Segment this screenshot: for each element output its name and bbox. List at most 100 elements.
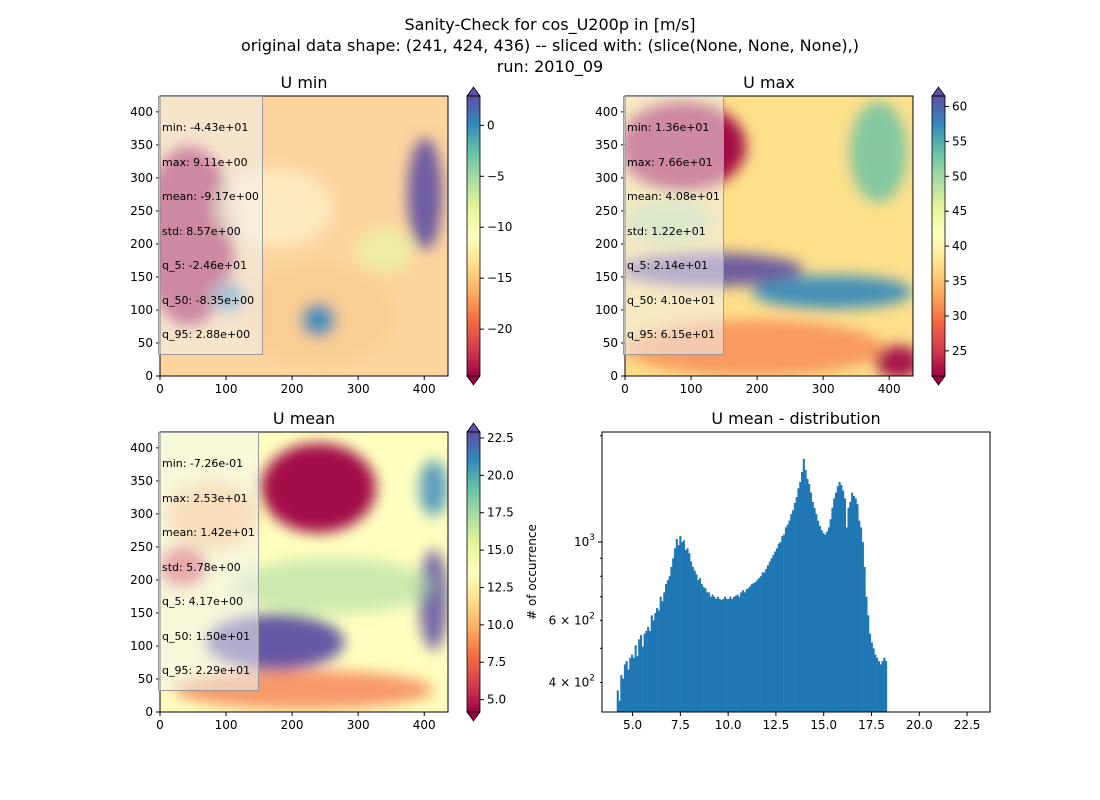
histogram-bar <box>731 598 734 712</box>
histogram-bar <box>763 572 766 712</box>
histogram-bar <box>699 578 702 712</box>
histogram-bar <box>634 645 637 712</box>
y-tick-label: 50 <box>138 336 153 350</box>
histogram-bar <box>779 542 782 712</box>
histogram-bar <box>715 598 718 712</box>
histogram-bar <box>729 596 732 712</box>
colorbar-tick-label: 50 <box>952 169 967 183</box>
stat-line: min: 1.36e+01 <box>627 121 710 134</box>
histogram-bar <box>647 626 650 712</box>
colorbar-umax: 60 55 50 45 40 35 30 25 <box>931 86 967 386</box>
y-tick-label: 6 × 102 <box>549 611 595 627</box>
y-tick-label: 350 <box>595 138 618 152</box>
histogram-bar <box>681 542 684 712</box>
histogram-bar <box>867 615 870 712</box>
histogram-bar <box>691 566 694 712</box>
stat-line: std: 1.22e+01 <box>627 224 706 238</box>
colorbar-tick-label: −15 <box>487 271 512 285</box>
histogram-bar <box>820 530 823 712</box>
x-tick-label: 5.0 <box>623 718 642 732</box>
y-tick-label: 150 <box>595 270 618 284</box>
y-tick-label: 103 <box>574 533 595 549</box>
histogram-bar <box>865 596 868 712</box>
histogram-bar <box>772 554 775 712</box>
histogram-bar <box>765 568 768 712</box>
histogram-bar <box>834 492 838 712</box>
histogram-bar <box>852 496 855 712</box>
histogram-bar <box>792 510 795 712</box>
histogram-bar <box>695 574 698 712</box>
x-tick-label: 100 <box>680 382 703 396</box>
histogram-bar <box>806 478 809 712</box>
x-tick-label: 10.0 <box>715 718 742 732</box>
x-tick-label: 100 <box>215 382 238 396</box>
figure-title-line-1: Sanity-Check for cos_U200p in [m/s] <box>404 15 696 34</box>
x-tick-label: 200 <box>281 382 304 396</box>
histogram-bar <box>750 584 753 712</box>
y-tick-label: 4 × 102 <box>549 674 595 690</box>
x-tick-label: 400 <box>413 718 436 732</box>
histogram-bar <box>786 524 789 712</box>
histogram-bar <box>783 534 786 712</box>
colorbar-gradient <box>467 432 480 712</box>
y-tick-label: 200 <box>130 573 153 587</box>
histogram-bar <box>870 642 873 712</box>
stat-line: q_5: -2.46e+01 <box>162 259 248 272</box>
histogram-bar <box>826 531 829 712</box>
stat-line: q_5: 2.14e+01 <box>627 259 709 272</box>
x-tick-label: 20.0 <box>906 718 933 732</box>
y-tick-label: 350 <box>130 138 153 152</box>
histogram-bar <box>718 598 721 712</box>
stat-line: std: 8.57e+00 <box>162 224 241 238</box>
colorbar-tick-label: 22.5 <box>487 431 514 445</box>
colorbar-tick-label: 7.5 <box>487 655 506 669</box>
histogram-bar <box>707 592 711 712</box>
histogram-bar <box>725 598 728 712</box>
stat-line: max: 9.11e+00 <box>162 155 248 169</box>
colorbar-frame <box>466 95 481 377</box>
histogram-bar <box>682 540 685 712</box>
y-tick-label: 0 <box>145 369 153 383</box>
histogram-bar <box>740 592 743 712</box>
histogram-bar <box>829 519 832 712</box>
y-tick-label: 50 <box>138 672 153 686</box>
subplot-title: U min <box>281 73 328 92</box>
histogram-bar <box>752 583 755 712</box>
stats-box-umax: min: 1.36e+01 max: 7.66e+01 mean: 4.08e+… <box>623 96 724 355</box>
colorbar-tick-label: −20 <box>487 322 512 336</box>
histogram-bar <box>629 657 632 712</box>
x-tick-label: 100 <box>215 718 238 732</box>
histogram-bar <box>775 548 779 712</box>
histogram-bar <box>800 471 804 712</box>
histogram-bar <box>843 498 847 712</box>
histogram-bar <box>645 630 648 712</box>
subplot-title: U mean <box>273 409 335 428</box>
histogram-bar <box>727 598 730 712</box>
histogram-bar <box>618 700 621 712</box>
histogram-bar <box>709 596 712 712</box>
histogram-bar <box>822 533 825 712</box>
y-tick-label: 300 <box>130 171 153 185</box>
histogram-bar <box>781 536 784 712</box>
y-tick-label: 100 <box>130 639 153 653</box>
x-tick-label: 17.5 <box>858 718 885 732</box>
histogram-bar <box>817 520 820 712</box>
x-tick-label: 12.5 <box>763 718 790 732</box>
stat-line: max: 7.66e+01 <box>627 155 713 169</box>
x-tick-label: 300 <box>347 718 370 732</box>
stat-line: q_50: 1.50e+01 <box>162 629 251 643</box>
histogram-bar <box>631 654 634 712</box>
colorbar-extend-min <box>931 375 946 386</box>
histogram-bar <box>620 675 623 712</box>
histogram-bar <box>668 576 671 712</box>
y-tick-label: 0 <box>145 705 153 719</box>
colorbar-extend-min <box>466 375 481 386</box>
stat-line: mean: 1.42e+01 <box>162 526 255 539</box>
colorbar-frame <box>466 431 481 713</box>
colorbar-tick-label: 10.0 <box>487 618 514 632</box>
y-tick-label: 350 <box>130 474 153 488</box>
histogram-bar <box>877 661 881 712</box>
colorbar-tick-label: 0 <box>487 118 495 132</box>
colorbar-extend-max <box>466 86 481 97</box>
histogram-bar <box>824 534 827 712</box>
